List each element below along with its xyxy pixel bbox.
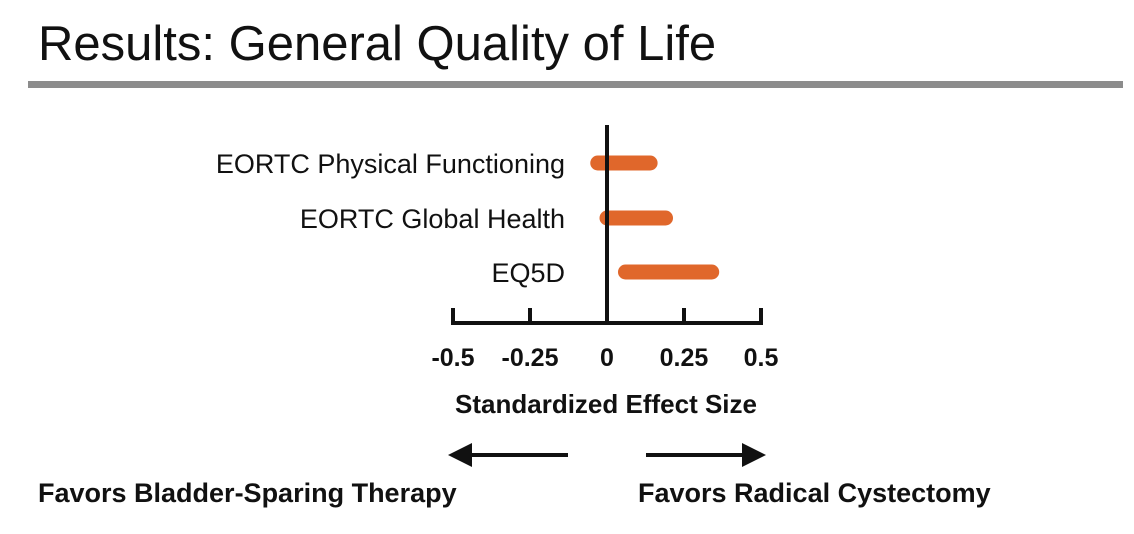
x-tick-label-3: 0.25: [660, 344, 709, 372]
x-tick-label-0: -0.5: [431, 344, 474, 372]
x-tick-label-1: -0.25: [502, 344, 559, 372]
interval-bars: [590, 155, 720, 280]
x-tick-label-4: 0.5: [744, 344, 779, 372]
favors-radical-cystectomy-label: Favors Radical Cystectomy: [638, 478, 991, 508]
favors-bladder-sparing-label: Favors Bladder-Sparing Therapy: [38, 478, 457, 508]
x-axis-title: Standardized Effect Size: [455, 389, 757, 419]
category-label-2: EQ5D: [491, 258, 565, 288]
category-label-0: EORTC Physical Functioning: [216, 149, 565, 179]
slide-title: Results: General Quality of Life: [38, 17, 717, 71]
x-axis-ticks: -0.5 -0.25 0 0.25 0.5: [431, 308, 778, 372]
title-rule: [28, 81, 1123, 88]
category-label-1: EORTC Global Health: [300, 204, 565, 234]
x-tick-label-2: 0: [600, 344, 614, 372]
category-labels: EORTC Physical Functioning EORTC Global H…: [216, 149, 565, 288]
